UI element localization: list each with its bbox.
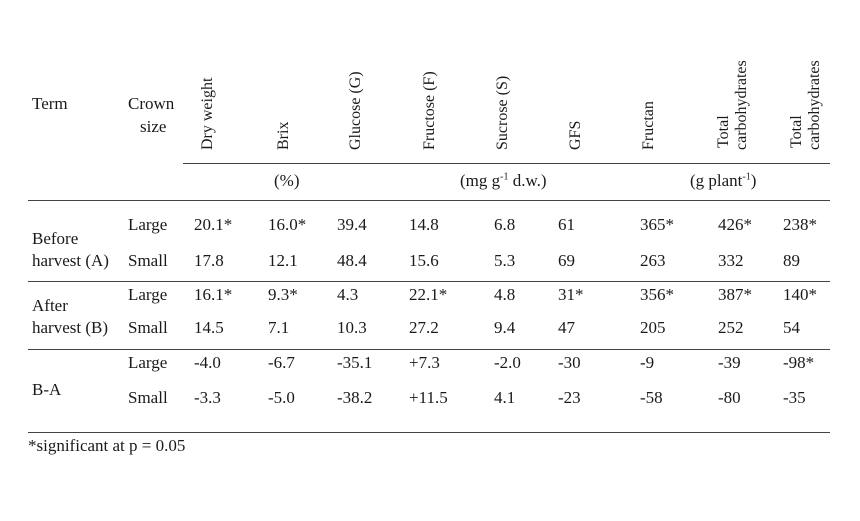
cell-sucrose: 4.1 — [494, 388, 516, 407]
cell-total-carbohydrates-2: 140* — [783, 285, 817, 304]
units-mg-per-g: (mg g-1 d.w.) — [460, 171, 547, 191]
cell-brix: 16.0* — [268, 215, 307, 234]
cell-gfs: -23 — [558, 388, 581, 407]
size-label: Small — [128, 251, 168, 270]
units-g-pre: (g plant — [690, 171, 743, 190]
cell-dry-weight: 16.1* — [194, 285, 233, 304]
units-g-per-plant: (g plant-1) — [690, 171, 756, 191]
size-label: Large — [128, 285, 168, 304]
cell-glucose: -35.1 — [337, 353, 373, 372]
cell-sucrose: 5.3 — [494, 251, 516, 270]
cell-dry-weight: 14.5 — [194, 318, 224, 337]
header-brix: Brix — [275, 121, 292, 150]
header-fructan: Fructan — [640, 101, 657, 150]
cell-glucose: 48.4 — [337, 251, 367, 270]
units-percent: (%) — [274, 171, 300, 190]
header-sucrose: Sucrose (S) — [494, 75, 511, 150]
cell-total-carbohydrates-1: -80 — [718, 388, 741, 407]
cell-brix: 7.1 — [268, 318, 290, 337]
units-mg-pre: (mg g — [460, 171, 501, 190]
header-glucose: Glucose (G) — [347, 71, 364, 150]
footnote: *significant at p = 0.05 — [28, 436, 186, 455]
rule-group-2 — [28, 349, 830, 350]
header-total-carbohydrates-2-line1: Total — [788, 115, 805, 148]
cell-total-carbohydrates-2: 89 — [783, 251, 800, 270]
cell-glucose: -38.2 — [337, 388, 373, 407]
cell-total-carbohydrates-2: 54 — [783, 318, 800, 337]
units-g-post: ) — [750, 171, 757, 190]
cell-fructose: 15.6 — [409, 251, 439, 270]
header-crown-size-line1: Crown — [128, 94, 175, 113]
cell-dry-weight: -3.3 — [194, 388, 221, 407]
cell-fructose: +11.5 — [409, 388, 448, 407]
cell-total-carbohydrates-1: 332 — [718, 251, 744, 270]
rule-top-body — [28, 200, 830, 201]
size-label: Small — [128, 318, 168, 337]
cell-gfs: 47 — [558, 318, 575, 337]
group-after-label-1: After — [32, 296, 68, 315]
cell-fructose: 22.1* — [409, 285, 448, 304]
cell-total-carbohydrates-1: 426* — [718, 215, 752, 234]
cell-fructose: 14.8 — [409, 215, 439, 234]
cell-glucose: 39.4 — [337, 215, 367, 234]
size-label: Large — [128, 353, 168, 372]
header-crown-size-line2: size — [140, 117, 167, 136]
size-label: Small — [128, 388, 168, 407]
cell-gfs: 69 — [558, 251, 575, 270]
cell-sucrose: 6.8 — [494, 215, 516, 234]
cell-fructan: -58 — [640, 388, 663, 407]
cell-gfs: -30 — [558, 353, 581, 372]
group-diff-label: B-A — [32, 380, 62, 399]
cell-fructan: 365* — [640, 215, 674, 234]
rule-group-1 — [28, 281, 830, 282]
header-fructose: Fructose (F) — [421, 71, 438, 150]
rule-bottom — [28, 432, 830, 433]
cell-dry-weight: -4.0 — [194, 353, 221, 372]
cell-glucose: 10.3 — [337, 318, 367, 337]
cell-fructose: 27.2 — [409, 318, 439, 337]
cell-sucrose: 9.4 — [494, 318, 516, 337]
cell-brix: 9.3* — [268, 285, 298, 304]
cell-dry-weight: 20.1* — [194, 215, 233, 234]
units-g-sup: -1 — [742, 171, 751, 183]
header-gfs: GFS — [567, 120, 584, 150]
header-total-carbohydrates-1-line2: carbohydrates — [733, 60, 750, 150]
header-total-carbohydrates-1-line1: Total — [715, 115, 732, 148]
cell-brix: -6.7 — [268, 353, 295, 372]
group-after-label-2: harvest (B) — [32, 318, 109, 337]
cell-fructan: 356* — [640, 285, 674, 304]
cell-sucrose: -2.0 — [494, 353, 521, 372]
cell-total-carbohydrates-1: 387* — [718, 285, 752, 304]
header-rule — [183, 163, 830, 164]
header-total-carbohydrates-1: Total carbohydrates — [715, 60, 751, 150]
cell-fructan: 205 — [640, 318, 666, 337]
header-dry-weight: Dry weight — [199, 77, 216, 150]
cell-total-carbohydrates-2: 238* — [783, 215, 817, 234]
cell-gfs: 31* — [558, 285, 584, 304]
cell-glucose: 4.3 — [337, 285, 359, 304]
cell-total-carbohydrates-2: -98* — [783, 353, 815, 372]
cell-total-carbohydrates-1: -39 — [718, 353, 741, 372]
header-term: Term — [32, 94, 68, 113]
cell-brix: -5.0 — [268, 388, 295, 407]
group-before-label-2: harvest (A) — [32, 251, 109, 270]
units-mg-sup: -1 — [500, 171, 509, 183]
cell-fructan: 263 — [640, 251, 666, 270]
header-total-carbohydrates-2-line2: carbohydrates — [806, 60, 823, 150]
cell-brix: 12.1 — [268, 251, 298, 270]
cell-fructan: -9 — [640, 353, 655, 372]
units-mg-post: d.w.) — [508, 171, 547, 190]
cell-sucrose: 4.8 — [494, 285, 516, 304]
cell-gfs: 61 — [558, 215, 575, 234]
size-label: Large — [128, 215, 168, 234]
cell-fructose: +7.3 — [409, 353, 440, 372]
group-before-label-1: Before — [32, 229, 79, 248]
cell-total-carbohydrates-1: 252 — [718, 318, 744, 337]
cell-dry-weight: 17.8 — [194, 251, 224, 270]
header-total-carbohydrates-2: Total carbohydrates — [788, 60, 824, 150]
cell-total-carbohydrates-2: -35 — [783, 388, 806, 407]
